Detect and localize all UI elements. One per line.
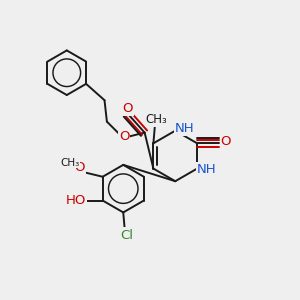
Text: CH₃: CH₃ xyxy=(146,113,167,126)
Text: HO: HO xyxy=(66,194,86,207)
Text: NH: NH xyxy=(197,163,217,176)
Text: NH: NH xyxy=(175,122,195,135)
Text: CH₃: CH₃ xyxy=(60,158,80,168)
Text: O: O xyxy=(74,161,85,174)
Text: O: O xyxy=(221,135,231,148)
Text: O: O xyxy=(122,102,133,115)
Text: O: O xyxy=(119,130,129,143)
Text: Cl: Cl xyxy=(121,229,134,242)
